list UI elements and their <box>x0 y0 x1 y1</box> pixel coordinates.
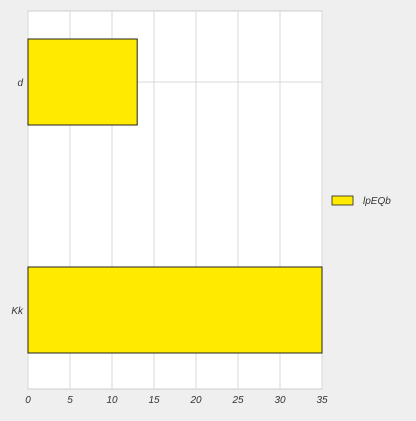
bar-d <box>27 38 138 126</box>
x-tick-label-30: 30 <box>274 395 286 406</box>
x-tick-label-5: 5 <box>67 395 73 406</box>
x-axis-tick-labels: 0 5 10 15 20 25 30 35 <box>25 395 328 406</box>
x-tick-label-15: 15 <box>148 395 160 406</box>
legend-swatch <box>331 195 354 206</box>
legend: lpEQb <box>331 195 391 207</box>
y-tick-label-Kk: Kk <box>11 306 24 317</box>
bars <box>27 38 323 354</box>
y-axis-tick-labels: d Kk <box>11 78 24 317</box>
x-tick-label-10: 10 <box>106 395 118 406</box>
x-tick-label-35: 35 <box>316 395 328 406</box>
legend-label: lpEQb <box>363 196 391 207</box>
y-tick-label-d: d <box>17 78 23 89</box>
x-tick-label-0: 0 <box>25 395 31 406</box>
x-tick-label-20: 20 <box>189 395 202 406</box>
x-tick-label-25: 25 <box>231 395 244 406</box>
bar-Kk <box>27 266 323 354</box>
